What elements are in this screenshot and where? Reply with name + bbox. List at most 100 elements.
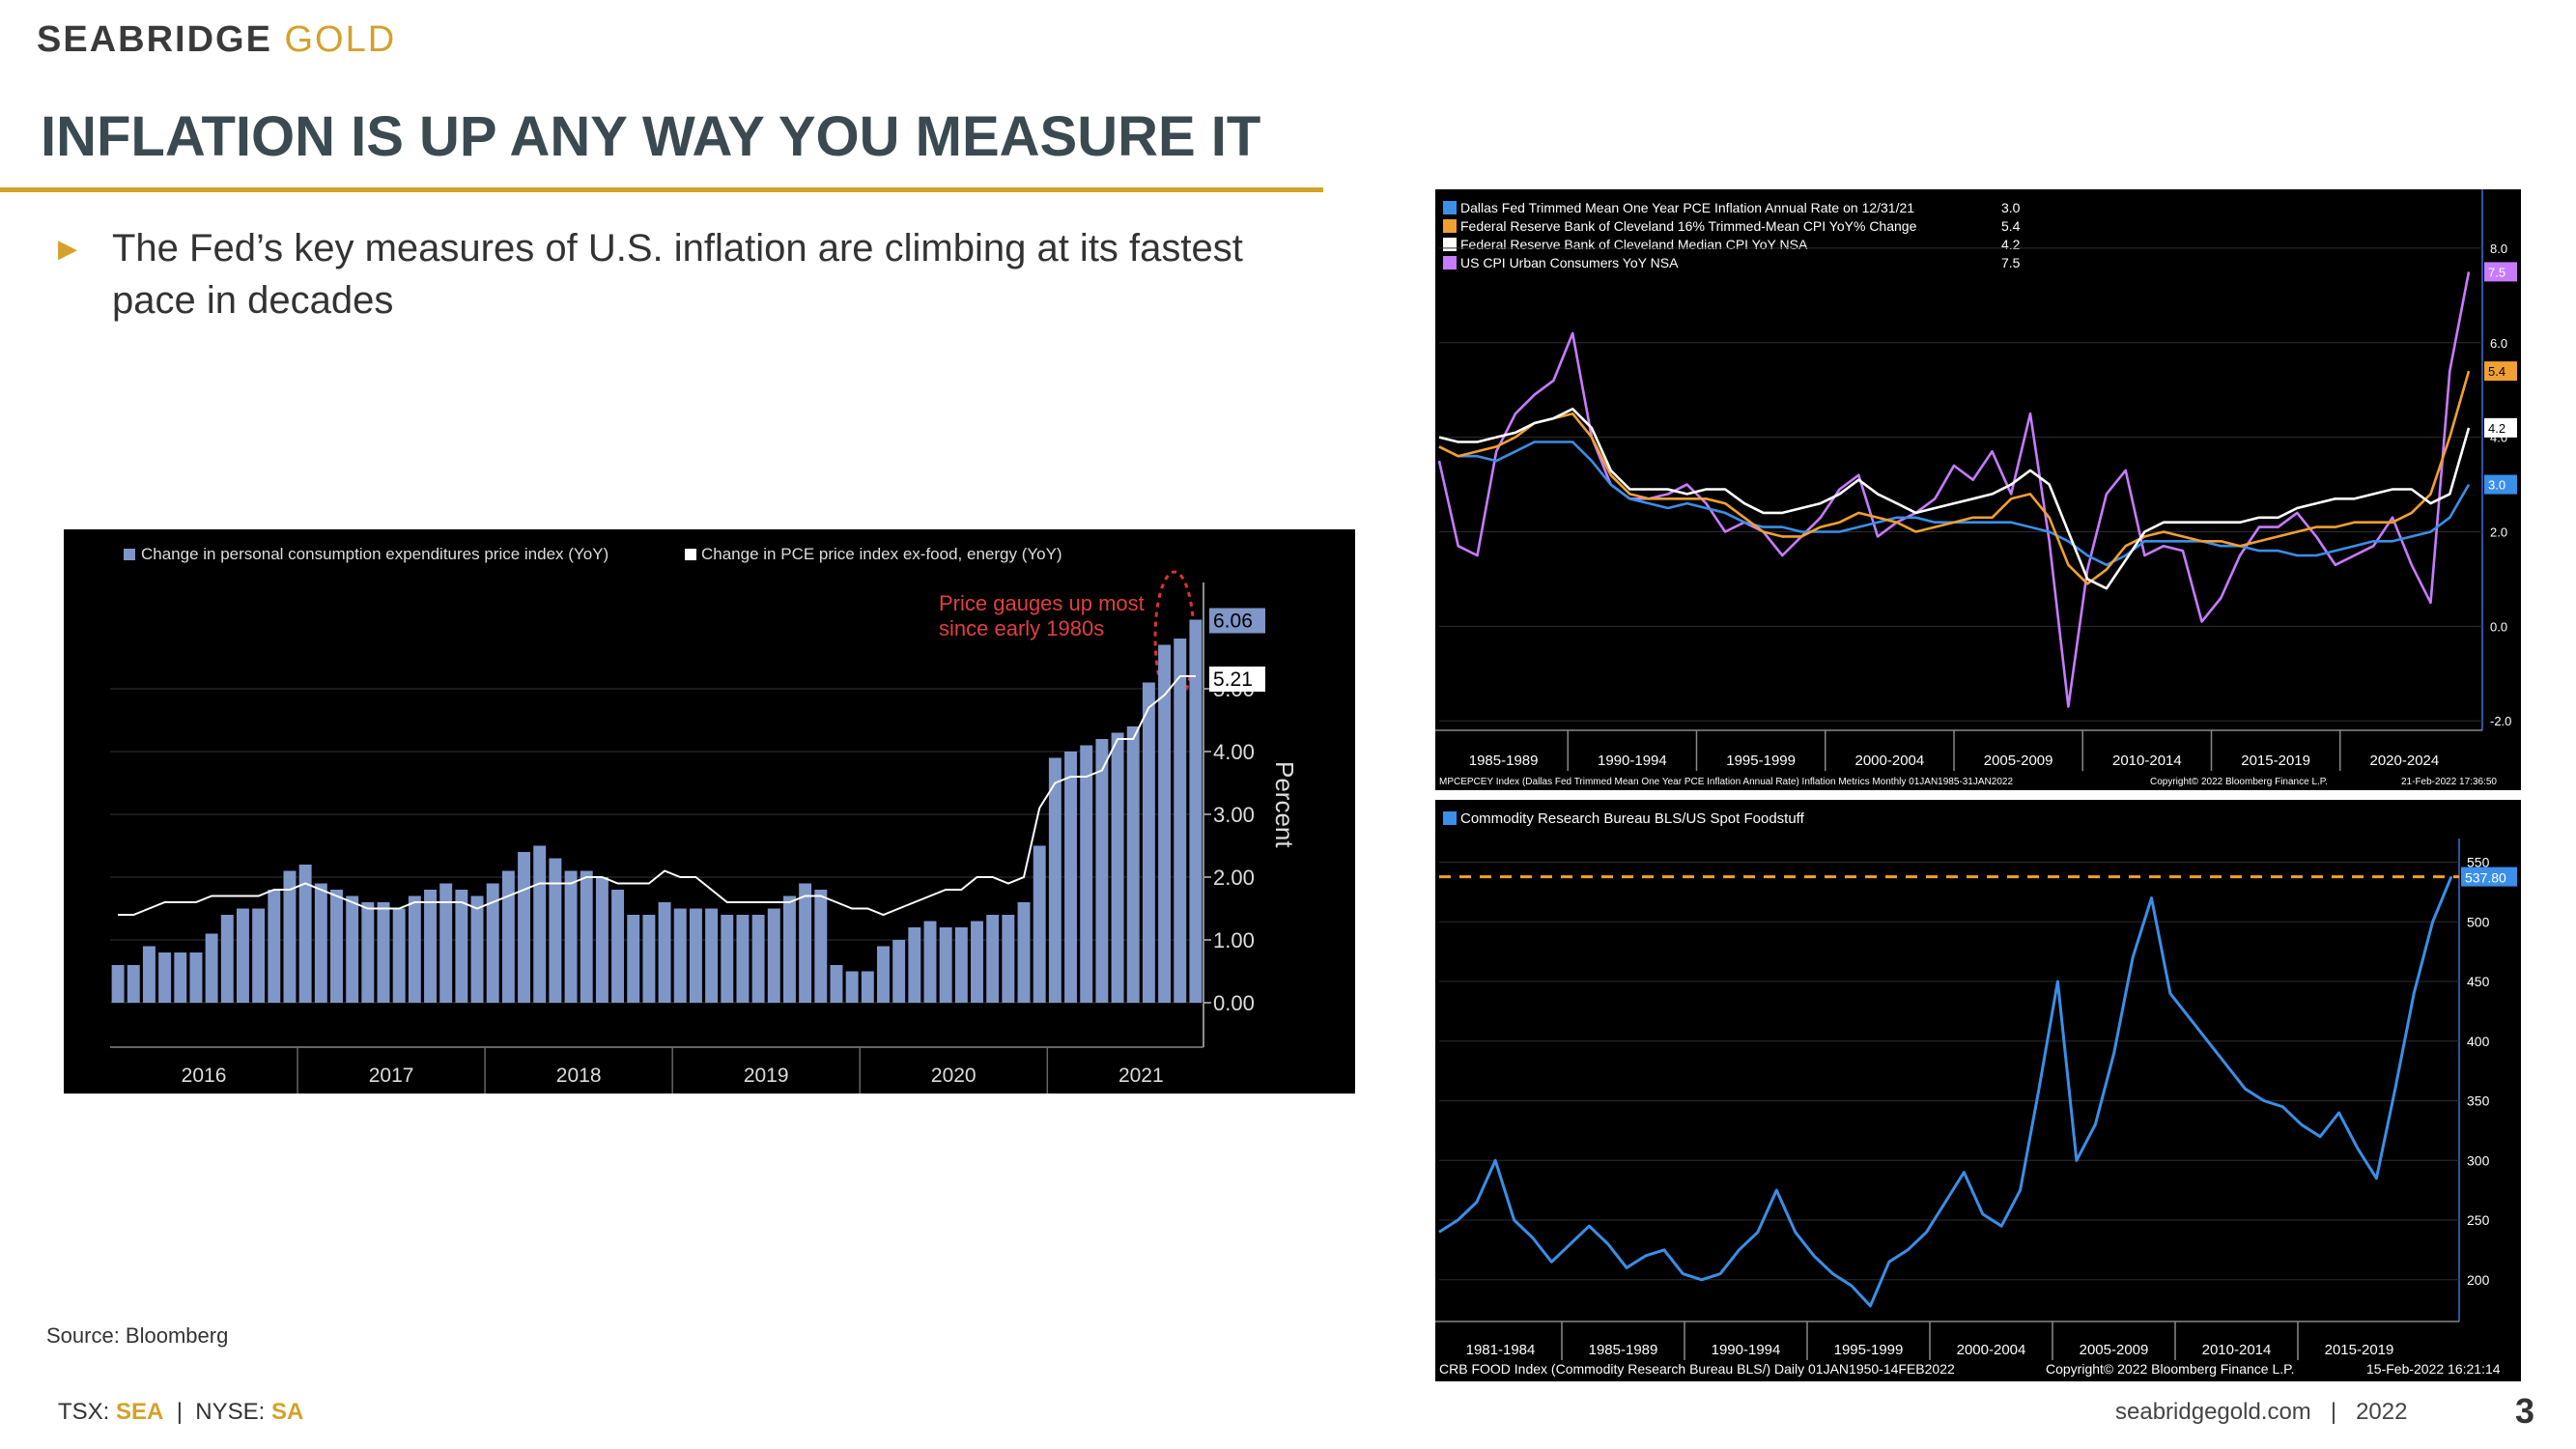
page-number: 3 [2515, 1391, 2535, 1431]
infl-end-tag-box [2484, 361, 2517, 382]
pce-bar [830, 965, 843, 1003]
crb-x-label: 2005-2009 [2080, 1342, 2149, 1358]
infl-legend-label-2: Federal Reserve Bank of Cleveland 16% Tr… [1460, 218, 1917, 234]
infl-end-tag-box [2484, 474, 2517, 495]
pce-annotation-line-1: Price gauges up most [939, 591, 1145, 615]
pce-bar [1142, 682, 1155, 1003]
pce-bar [627, 915, 640, 1003]
pce-legend-label-2: Change in PCE price index ex-food, energ… [701, 545, 1062, 563]
pce-y-axis-label: Percent [1270, 761, 1299, 848]
pce-legend-swatch-1 [124, 549, 135, 560]
pce-bar [283, 870, 297, 1003]
crb-footnote-right: 15-Feb-2022 16:21:14 [2366, 1361, 2501, 1377]
ticker-separator: | [176, 1399, 183, 1425]
pce-bar [189, 952, 203, 1003]
pce-bar [1017, 902, 1031, 1003]
footer-year: 2022 [2356, 1399, 2408, 1425]
pce-bar [1111, 732, 1124, 1003]
infl-end-tag-box [2484, 262, 2517, 282]
pce-y-tick-label: 3.00 [1213, 803, 1255, 827]
brand-accent: GOLD [284, 19, 397, 60]
infl-legend-label-4: US CPI Urban Consumers YoY NSA [1460, 255, 1679, 270]
pce-bar [486, 883, 499, 1003]
pce-bar [1080, 745, 1093, 1003]
bullet-marker: ▶ [58, 234, 77, 263]
crb-y-tick-label: 500 [2467, 914, 2490, 929]
infl-x-label: 1990-1994 [1598, 753, 1667, 769]
pce-year-label: 2017 [369, 1065, 414, 1087]
infl-x-label: 1995-1999 [1726, 753, 1796, 769]
pce-bar [377, 902, 390, 1003]
pce-bar [346, 895, 359, 1003]
infl-legend-swatch-1 [1443, 201, 1457, 214]
pce-bar [595, 877, 609, 1003]
pce-bar [892, 940, 906, 1003]
pce-bar [1189, 619, 1203, 1003]
pce-end-label-box-2 [1209, 667, 1265, 692]
footer-website[interactable]: seabridgegold.com [2115, 1399, 2311, 1425]
infl-y-tick-label: -2.0 [2490, 714, 2511, 728]
crb-footnote-left: CRB FOOD Index (Commodity Research Burea… [1439, 1361, 1955, 1377]
infl-y-tick-label: 6.0 [2490, 336, 2507, 351]
pce-bar [923, 921, 937, 1003]
pce-bar [1002, 915, 1015, 1003]
pce-bar [564, 870, 578, 1003]
crb-y-tick-label: 200 [2467, 1272, 2490, 1288]
crb-series-line [1438, 875, 2453, 1308]
pce-legend-label-1: Change in personal consumption expenditu… [141, 545, 609, 563]
pce-bar [1126, 726, 1140, 1003]
pce-bar [158, 952, 172, 1003]
pce-bar [330, 890, 343, 1003]
pce-bar [845, 971, 859, 1003]
infl-end-tag-box [2484, 417, 2517, 438]
pce-annotation-line-2: since early 1980s [939, 616, 1104, 640]
pce-core-line [118, 675, 1196, 917]
infl-y-tick-label: 2.0 [2490, 526, 2507, 540]
pce-bar [877, 946, 890, 1003]
pce-year-label: 2021 [1118, 1065, 1164, 1087]
pce-y-tick-label: 4.00 [1213, 740, 1255, 764]
pce-bar [1095, 739, 1109, 1003]
pce-bar [658, 902, 671, 1003]
pce-bar [986, 915, 1000, 1003]
pce-bar [111, 965, 125, 1003]
infl-legend-value-4: 7.5 [2001, 255, 2021, 270]
pce-bar [1064, 752, 1078, 1003]
pce-chart: Change in personal consumption expenditu… [64, 529, 1355, 1094]
brand-logo: SEABRIDGE GOLD [37, 19, 396, 61]
infl-legend-swatch-4 [1443, 256, 1457, 270]
pce-bar [470, 895, 484, 1003]
footer-tickers: TSX: SEA | NYSE: SA [58, 1399, 303, 1426]
pce-bar [518, 852, 531, 1003]
infl-legend-value-1: 3.0 [2001, 200, 2021, 215]
infl-footnote-right: 21-Feb-2022 17:36:50 [2401, 777, 2497, 787]
infl-end-tag: 4.2 [2488, 421, 2505, 436]
nyse-label: NYSE: [195, 1399, 266, 1425]
pce-year-label: 2018 [556, 1065, 602, 1087]
infl-x-label: 2020-2024 [2370, 753, 2440, 769]
infl-legend-swatch-2 [1443, 219, 1457, 233]
pce-bar [298, 865, 312, 1003]
pce-end-label-box-1 [1209, 608, 1265, 634]
infl-legend-value-2: 5.4 [2001, 218, 2021, 234]
pce-year-label: 2016 [182, 1065, 227, 1087]
tsx-label: TSX: [58, 1399, 110, 1425]
pce-bar [721, 915, 734, 1003]
pce-bar [908, 927, 921, 1003]
pce-bar [642, 915, 656, 1003]
infl-x-label: 2005-2009 [1984, 753, 2053, 769]
footer-site: seabridgegold.com | 2022 [2115, 1399, 2407, 1426]
brand-main: SEABRIDGE [37, 19, 272, 60]
pce-bar [439, 883, 453, 1003]
pce-bar [954, 927, 968, 1003]
crb-y-tick-label: 400 [2467, 1034, 2490, 1049]
pce-bar [767, 908, 780, 1003]
crb-x-label: 2000-2004 [1957, 1342, 2026, 1358]
pce-bar [611, 890, 625, 1003]
pce-bar [782, 895, 796, 1003]
pce-chart-svg: Change in personal consumption expenditu… [110, 545, 1299, 1094]
pce-end-label-2: 5.21 [1213, 668, 1253, 691]
footer-separator: | [2330, 1399, 2337, 1425]
crb-food-chart: Commodity Research Bureau BLS/US Spot Fo… [1435, 800, 2521, 1381]
crb-y-tick-label: 550 [2467, 855, 2490, 870]
